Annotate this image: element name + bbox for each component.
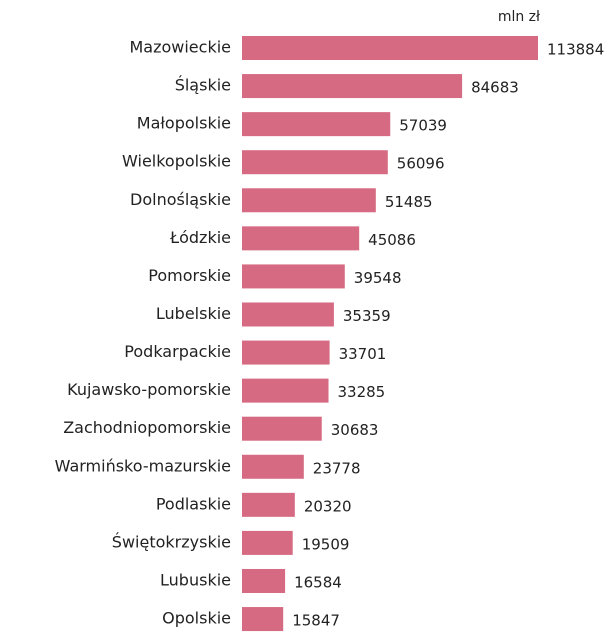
category-label: Wielkopolskie <box>122 152 231 171</box>
value-label: 57039 <box>399 117 447 135</box>
value-label: 23778 <box>313 459 361 477</box>
bar <box>242 150 388 175</box>
category-label: Małopolskie <box>137 114 231 133</box>
bar <box>242 188 376 213</box>
bar <box>242 378 329 403</box>
value-label: 35359 <box>343 307 391 325</box>
category-label: Świętokrzyskie <box>112 532 231 551</box>
category-label: Kujawsko-pomorskie <box>67 380 231 399</box>
value-label: 30683 <box>331 421 379 439</box>
value-label: 39548 <box>354 269 402 287</box>
value-label: 45086 <box>368 231 416 249</box>
bar <box>242 607 284 632</box>
category-label: Pomorskie <box>148 266 231 285</box>
bar <box>242 340 330 365</box>
bar <box>242 36 538 60</box>
unit-label: mln zł <box>498 9 540 25</box>
category-label: Warmińsko-mazurskie <box>55 456 231 475</box>
value-label: 84683 <box>471 79 519 97</box>
category-label: Śląskie <box>175 76 231 95</box>
value-label: 33285 <box>338 383 386 401</box>
value-label: 113884 <box>547 41 604 59</box>
value-label: 16584 <box>294 573 342 591</box>
value-label: 20320 <box>304 497 352 515</box>
value-label: 15847 <box>292 612 340 630</box>
value-label: 19509 <box>302 535 350 553</box>
bar <box>242 530 293 555</box>
category-label: Lubelskie <box>156 304 231 323</box>
category-label: Podlaskie <box>156 494 231 513</box>
category-label: Lubuskie <box>160 570 231 589</box>
category-label: Podkarpackie <box>124 342 231 361</box>
value-label: 51485 <box>385 193 433 211</box>
value-label: 33701 <box>339 345 387 363</box>
category-label: Mazowieckie <box>129 38 231 57</box>
value-label: 56096 <box>397 155 445 173</box>
category-label: Opolskie <box>162 609 231 628</box>
bar <box>242 302 334 327</box>
bar <box>242 416 322 441</box>
bar <box>242 568 286 593</box>
bar <box>242 264 345 289</box>
bar <box>242 492 295 517</box>
category-label: Łódzkie <box>169 228 231 247</box>
bar <box>242 454 304 479</box>
category-label: Zachodniopomorskie <box>63 418 231 437</box>
bar <box>242 226 360 251</box>
category-label: Dolnośląskie <box>130 190 231 209</box>
bar <box>242 112 391 137</box>
bar <box>242 74 463 99</box>
